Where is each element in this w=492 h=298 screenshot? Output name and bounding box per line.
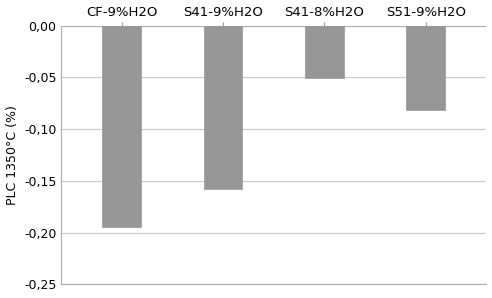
Bar (406, 26, 445, 111)
Bar (204, 26, 242, 189)
Bar (305, 26, 343, 78)
Bar (102, 26, 141, 227)
Y-axis label: PLC 1350°C (%): PLC 1350°C (%) (5, 105, 19, 205)
